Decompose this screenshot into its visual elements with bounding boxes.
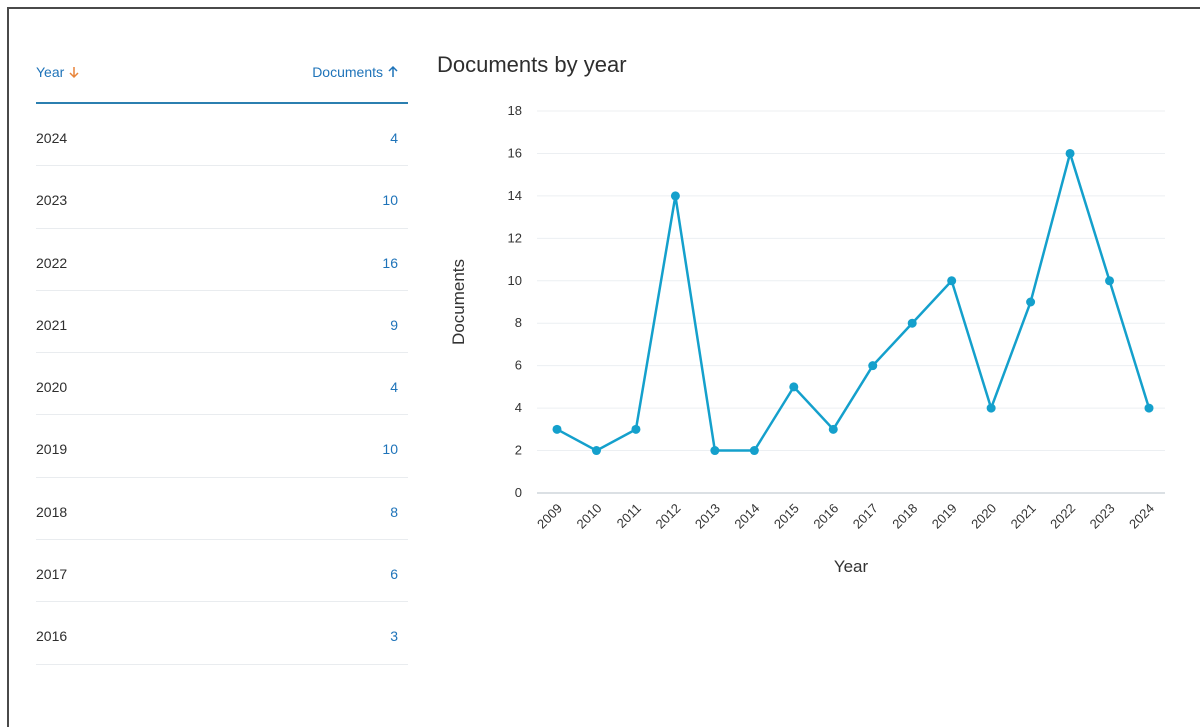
row-year: 2016 [36,628,68,645]
x-tick-label: 2018 [889,501,920,532]
documents-header-label: Documents [312,64,383,80]
row-documents-link[interactable]: 3 [390,628,398,645]
x-tick-label: 2023 [1087,501,1118,532]
data-point[interactable] [631,424,641,434]
data-point[interactable] [1065,148,1075,158]
row-documents-link[interactable]: 6 [390,566,398,583]
table-row: 2018 8 [36,478,408,541]
x-tick-label: 2017 [850,501,881,532]
row-year: 2022 [36,254,68,271]
row-documents-link[interactable]: 8 [390,503,398,520]
data-point[interactable] [986,403,996,413]
data-point[interactable] [670,191,680,201]
y-tick-label: 10 [508,273,522,288]
row-documents-link[interactable]: 4 [390,379,398,396]
row-year: 2021 [36,316,68,333]
row-year: 2024 [36,130,68,146]
data-point[interactable] [907,318,917,328]
grid-lines [537,110,1165,494]
y-axis-label: Documents [449,259,468,345]
documents-table: Year Documents 2024 4 2023 10 2022 16 2021 9 202… [36,52,408,665]
chart-title: Documents by year [437,52,627,77]
x-axis-label: Year [834,557,869,576]
x-tick-label: 2022 [1047,501,1078,532]
table-row: 2022 16 [36,229,408,291]
data-point[interactable] [710,446,720,456]
data-point[interactable] [591,446,601,456]
table-row: 2016 3 [36,602,408,665]
x-tick-label: 2016 [810,501,841,532]
row-year: 2018 [36,503,68,520]
y-tick-label: 12 [508,230,522,245]
x-tick-label: 2012 [652,501,683,532]
x-axis-ticks: 2009 2010 2011 2012 2013 2014 2015 2016 2017 2018… [534,501,1157,532]
table-row: 2017 6 [36,540,408,603]
year-sort-header[interactable]: Year [36,64,81,80]
y-tick-label: 8 [515,315,522,330]
data-point[interactable] [947,276,957,286]
table-row: 2023 10 [36,166,408,229]
row-year: 2023 [36,192,68,209]
y-tick-label: 16 [508,145,522,160]
sort-down-arrow-icon [69,67,79,79]
series-line [556,148,1151,452]
x-tick-label: 2020 [968,501,999,532]
row-year: 2020 [36,379,68,396]
table-row: 2021 9 [36,291,408,354]
table-body: 2024 4 2023 10 2022 16 2021 9 2020 4 2019 10 2018 8 20… [36,104,408,665]
row-year: 2019 [36,441,68,458]
panel-frame [7,7,1200,727]
documents-sort-header[interactable]: Documents [312,64,400,80]
x-tick-label: 2010 [574,501,605,532]
data-points [552,148,1154,456]
sort-up-arrow-icon [388,65,398,77]
y-tick-label: 2 [515,443,522,458]
row-documents-link[interactable]: 4 [390,130,398,146]
table-row: 2019 10 [36,415,408,478]
y-tick-label: 6 [515,358,522,373]
row-documents-link[interactable]: 16 [382,254,398,271]
y-tick-label: 18 [508,103,522,118]
y-axis-ticks: 0 2 4 6 8 10 12 14 16 18 [508,103,522,500]
row-documents-link[interactable]: 10 [382,192,398,209]
x-tick-label: 2014 [731,501,762,532]
row-documents-link[interactable]: 10 [382,441,398,458]
y-tick-label: 14 [508,188,522,203]
row-documents-link[interactable]: 9 [390,316,398,333]
data-point[interactable] [789,382,799,392]
x-tick-label: 2009 [534,501,565,532]
y-tick-label: 0 [515,485,522,500]
x-tick-label: 2024 [1126,501,1157,532]
data-point[interactable] [749,446,759,456]
data-point[interactable] [1026,297,1036,307]
table-row: 2024 4 [36,104,408,167]
table-header: Year Documents [36,52,408,104]
x-tick-label: 2015 [771,501,802,532]
x-tick-label: 2019 [929,501,960,532]
data-point[interactable] [868,361,878,371]
x-tick-label: 2011 [614,501,644,531]
data-point[interactable] [1144,403,1154,413]
data-point[interactable] [1105,276,1115,286]
table-row: 2020 4 [36,353,408,416]
data-point[interactable] [552,424,562,434]
y-tick-label: 4 [515,400,522,415]
x-tick-label: 2013 [692,501,723,532]
data-point[interactable] [828,424,838,434]
documents-line-chart: 0 2 4 6 8 10 12 14 16 18 2009 2010 2011 2012 2013 2014… [449,103,1165,576]
year-header-label: Year [36,64,65,80]
x-tick-label: 2021 [1008,501,1039,532]
row-year: 2017 [36,566,68,583]
